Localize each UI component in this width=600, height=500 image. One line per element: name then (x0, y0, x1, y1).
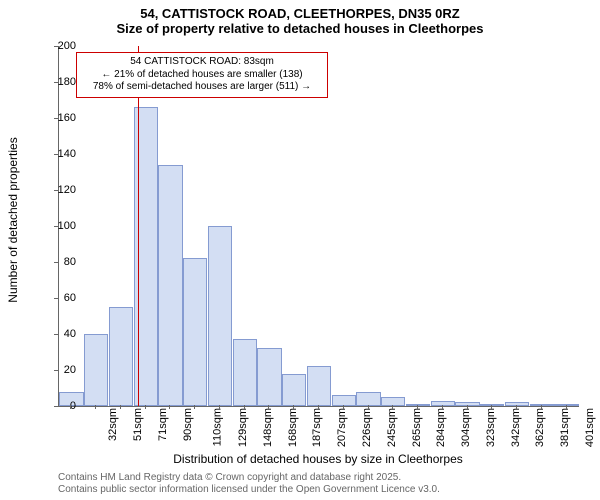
y-tick-mark (54, 46, 58, 47)
x-tick-mark (70, 405, 71, 409)
x-tick-label: 51sqm (132, 408, 144, 441)
x-tick-label: 129sqm (237, 408, 249, 447)
y-tick-label: 20 (46, 364, 76, 376)
y-tick-mark (54, 262, 58, 263)
x-tick-label: 90sqm (182, 408, 194, 441)
footnote-line-1: Contains HM Land Registry data © Crown c… (58, 472, 440, 484)
y-tick-label: 140 (46, 148, 76, 160)
histogram-bar (208, 226, 232, 406)
y-tick-mark (54, 370, 58, 371)
y-tick-label: 160 (46, 112, 76, 124)
x-tick-mark (169, 405, 170, 409)
y-tick-label: 120 (46, 184, 76, 196)
x-tick-mark (318, 405, 319, 409)
x-tick-mark (392, 405, 393, 409)
annotation-line: 78% of semi-detached houses are larger (… (83, 81, 321, 94)
x-tick-label: 323sqm (485, 408, 497, 447)
y-tick-label: 200 (46, 40, 76, 52)
annotation-box: 54 CATTISTOCK ROAD: 83sqm← 21% of detach… (76, 52, 328, 98)
annotation-line: ← 21% of detached houses are smaller (13… (83, 69, 321, 82)
annotation-line: 54 CATTISTOCK ROAD: 83sqm (83, 56, 321, 69)
histogram-bar (282, 374, 306, 406)
x-tick-mark (194, 405, 195, 409)
y-tick-mark (54, 298, 58, 299)
x-tick-label: 207sqm (336, 408, 348, 447)
x-tick-label: 71sqm (157, 408, 169, 441)
footnote-line-2: Contains public sector information licen… (58, 484, 440, 496)
x-tick-mark (467, 405, 468, 409)
x-tick-label: 110sqm (212, 408, 224, 446)
x-tick-mark (368, 405, 369, 409)
x-tick-mark (120, 405, 121, 409)
y-tick-mark (54, 226, 58, 227)
x-tick-label: 304sqm (460, 408, 472, 447)
y-tick-label: 60 (46, 292, 76, 304)
y-tick-label: 100 (46, 220, 76, 232)
histogram-bar (530, 404, 554, 406)
x-tick-mark (219, 405, 220, 409)
histogram-bar (431, 401, 455, 406)
x-tick-mark (516, 405, 517, 409)
x-tick-label: 168sqm (287, 408, 299, 447)
x-tick-label: 362sqm (534, 408, 546, 447)
histogram-bar (332, 395, 356, 406)
chart-container: 54, CATTISTOCK ROAD, CLEETHORPES, DN35 0… (0, 0, 600, 500)
x-tick-label: 245sqm (386, 408, 398, 447)
x-tick-label: 148sqm (262, 408, 274, 447)
y-tick-mark (54, 334, 58, 335)
x-tick-label: 265sqm (411, 408, 423, 447)
y-tick-label: 0 (46, 400, 76, 412)
y-axis-label: Number of detached properties (6, 40, 20, 400)
x-tick-label: 342sqm (510, 408, 522, 447)
y-tick-mark (54, 154, 58, 155)
plot-area (58, 46, 579, 407)
histogram-bar (307, 366, 331, 406)
x-tick-mark (145, 405, 146, 409)
y-tick-label: 180 (46, 76, 76, 88)
y-tick-mark (54, 406, 58, 407)
x-tick-mark (541, 405, 542, 409)
subject-marker-line (138, 46, 139, 406)
histogram-bar (455, 402, 479, 406)
x-axis-label: Distribution of detached houses by size … (58, 452, 578, 466)
x-tick-label: 284sqm (435, 408, 447, 447)
x-tick-mark (442, 405, 443, 409)
y-tick-label: 40 (46, 328, 76, 340)
histogram-bar (356, 392, 380, 406)
chart-title-sub: Size of property relative to detached ho… (0, 21, 600, 40)
x-tick-label: 32sqm (107, 408, 119, 441)
y-tick-mark (54, 82, 58, 83)
x-tick-label: 401sqm (584, 408, 596, 447)
x-tick-mark (417, 405, 418, 409)
x-tick-label: 381sqm (559, 408, 571, 447)
histogram-bar (257, 348, 281, 406)
histogram-bar (183, 258, 207, 406)
histogram-bar (109, 307, 133, 406)
x-tick-mark (244, 405, 245, 409)
y-tick-label: 80 (46, 256, 76, 268)
x-tick-mark (343, 405, 344, 409)
histogram-bar (554, 404, 578, 406)
chart-title-main: 54, CATTISTOCK ROAD, CLEETHORPES, DN35 0… (0, 0, 600, 21)
x-tick-label: 226sqm (361, 408, 373, 447)
y-tick-mark (54, 190, 58, 191)
x-tick-label: 187sqm (312, 408, 324, 447)
x-tick-mark (566, 405, 567, 409)
histogram-bar (158, 165, 182, 406)
footnote: Contains HM Land Registry data © Crown c… (58, 472, 440, 496)
x-tick-mark (95, 405, 96, 409)
histogram-bar (84, 334, 108, 406)
y-tick-mark (54, 118, 58, 119)
histogram-bar (233, 339, 257, 406)
x-tick-mark (268, 405, 269, 409)
x-tick-mark (491, 405, 492, 409)
x-tick-mark (293, 405, 294, 409)
